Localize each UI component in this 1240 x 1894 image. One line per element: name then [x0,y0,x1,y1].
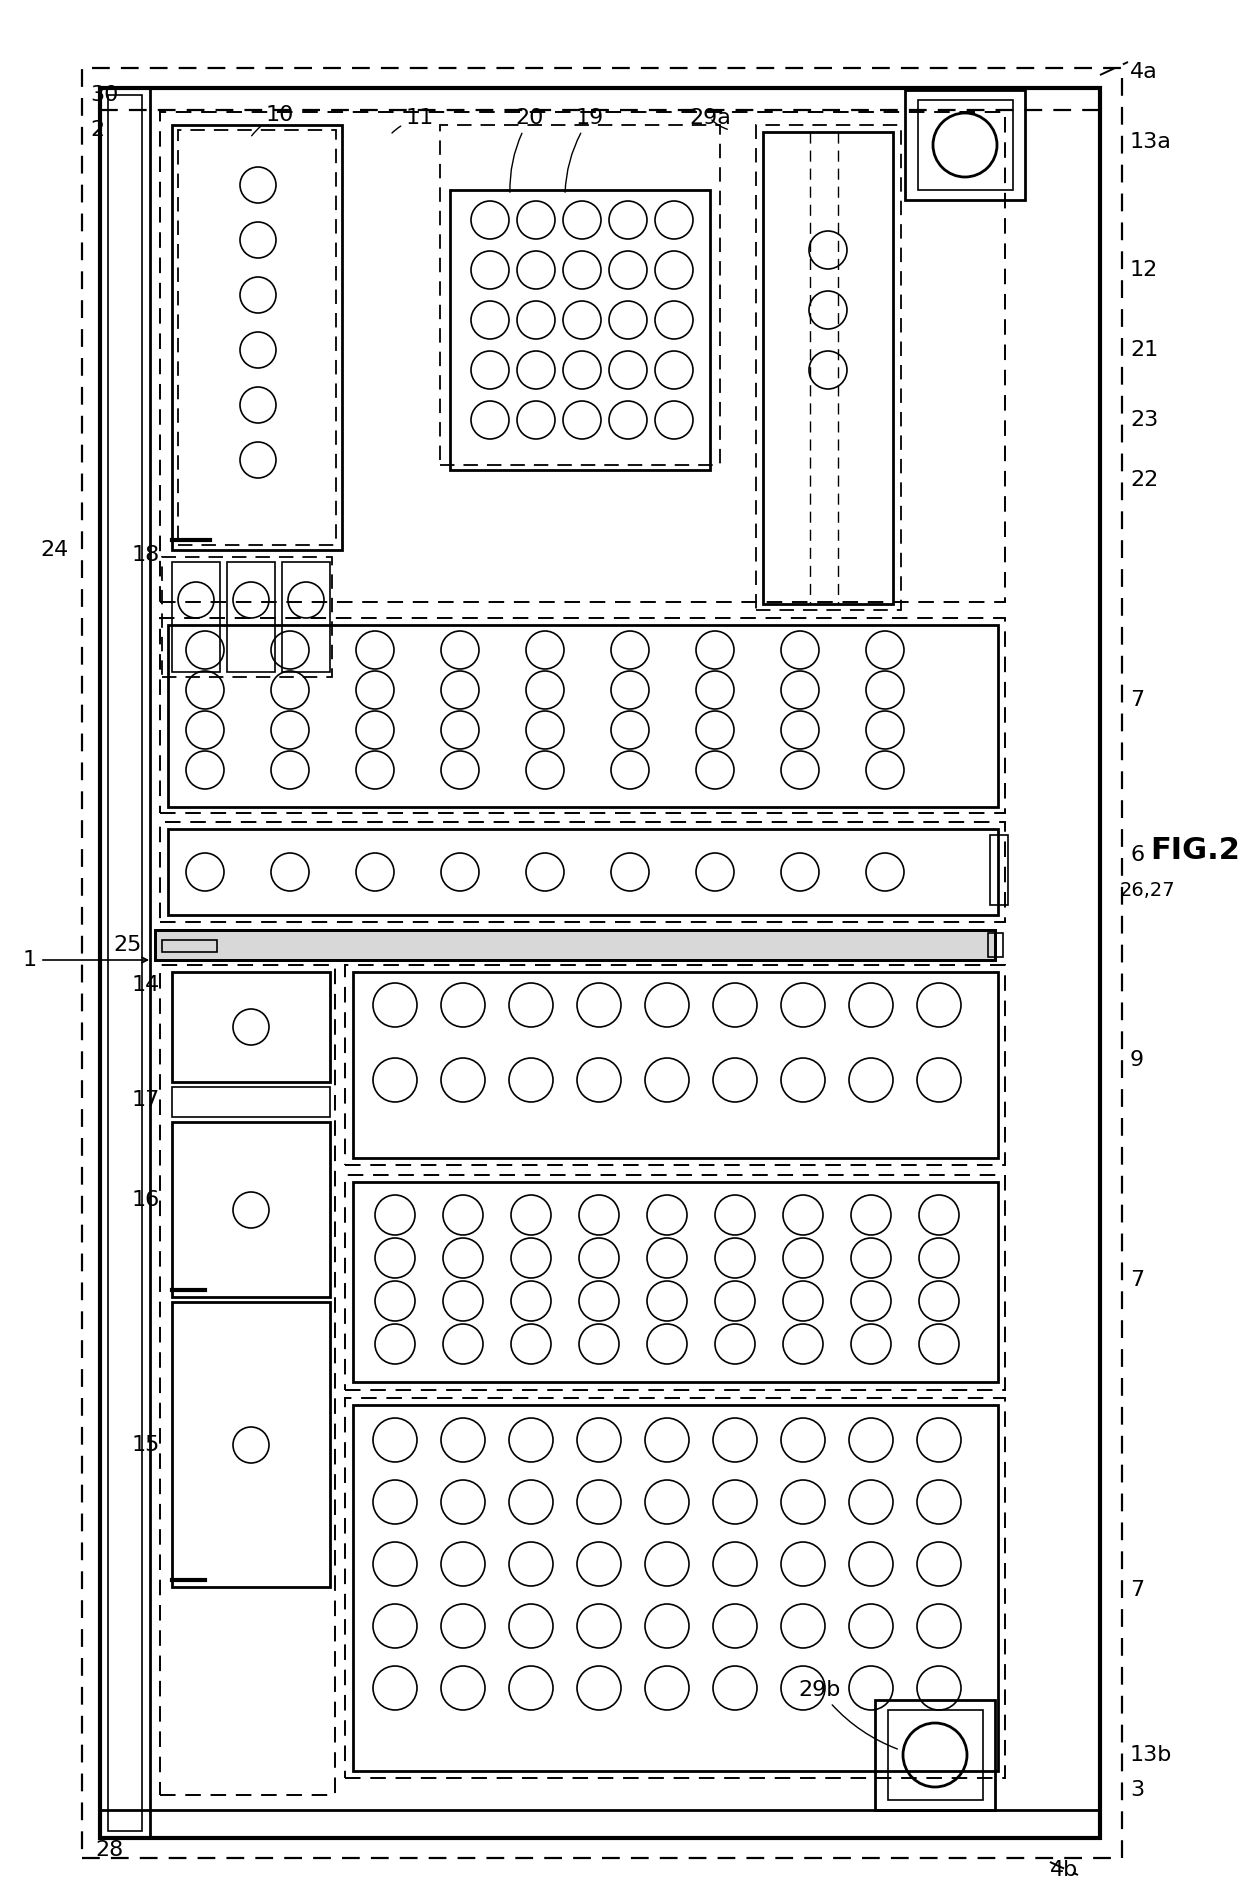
Text: 13b: 13b [1130,1744,1172,1765]
Bar [162,557,332,676]
Text: 7: 7 [1130,689,1145,710]
Bar [82,68,1122,1858]
Bar [345,966,1004,1165]
Bar [172,1087,330,1117]
Bar [100,87,1100,1837]
Bar [345,1174,1004,1390]
Bar [172,125,342,549]
Bar [167,830,998,915]
Text: 19: 19 [565,108,604,191]
Text: 23: 23 [1130,409,1158,430]
Bar [172,563,219,672]
Bar [905,91,1025,201]
Bar [763,133,893,604]
Text: 12: 12 [1130,259,1158,280]
Bar [440,125,720,466]
Bar [155,930,994,960]
Bar [100,1811,1100,1837]
Bar [227,563,275,672]
Text: 26,27: 26,27 [1120,881,1176,900]
Text: 4a: 4a [1130,63,1158,81]
Text: 14: 14 [131,975,160,994]
Text: 2: 2 [91,119,104,140]
Bar [888,1710,983,1799]
Bar [155,930,994,960]
Bar [172,1121,330,1297]
Bar [100,87,150,1837]
Text: 10: 10 [252,104,294,136]
Bar [160,822,1004,922]
Text: 16: 16 [131,1189,160,1210]
Text: 11: 11 [392,108,434,133]
Text: 17: 17 [131,1091,160,1110]
Bar [918,100,1013,189]
Text: 4b: 4b [1050,1860,1079,1881]
Bar [179,131,336,545]
Text: 15: 15 [131,1436,160,1455]
Text: 29b: 29b [799,1680,898,1748]
Text: 20: 20 [510,108,544,191]
Bar [353,1405,998,1771]
Bar [990,835,1008,905]
Text: 29a: 29a [689,108,730,129]
Bar [281,563,330,672]
Text: 18: 18 [131,545,160,564]
Text: 1: 1 [22,951,37,970]
Bar [353,972,998,1157]
Bar [160,617,1004,813]
Bar [167,625,998,807]
Text: 7: 7 [1130,1580,1145,1600]
Bar [160,112,1004,602]
Bar [160,966,335,1796]
Bar [108,95,143,1831]
Bar [875,1701,994,1811]
Text: 6: 6 [1130,845,1145,866]
Text: 7: 7 [1130,1271,1145,1290]
Bar [345,1398,1004,1778]
Text: 24: 24 [41,540,69,561]
Text: 28: 28 [95,1839,123,1860]
Text: FIG.2: FIG.2 [1149,835,1240,864]
Text: 30: 30 [91,85,118,104]
Text: 3: 3 [1130,1780,1145,1799]
Text: 9: 9 [1130,1049,1145,1070]
Bar [172,972,330,1081]
Bar [756,125,901,610]
Bar [172,1301,330,1587]
Text: 25: 25 [114,936,143,955]
Bar [353,1182,998,1383]
Bar [162,939,217,953]
Text: 21: 21 [1130,341,1158,360]
Text: 22: 22 [1130,470,1158,491]
Bar [988,934,1003,956]
Bar [450,189,711,470]
Text: 13a: 13a [1130,133,1172,152]
